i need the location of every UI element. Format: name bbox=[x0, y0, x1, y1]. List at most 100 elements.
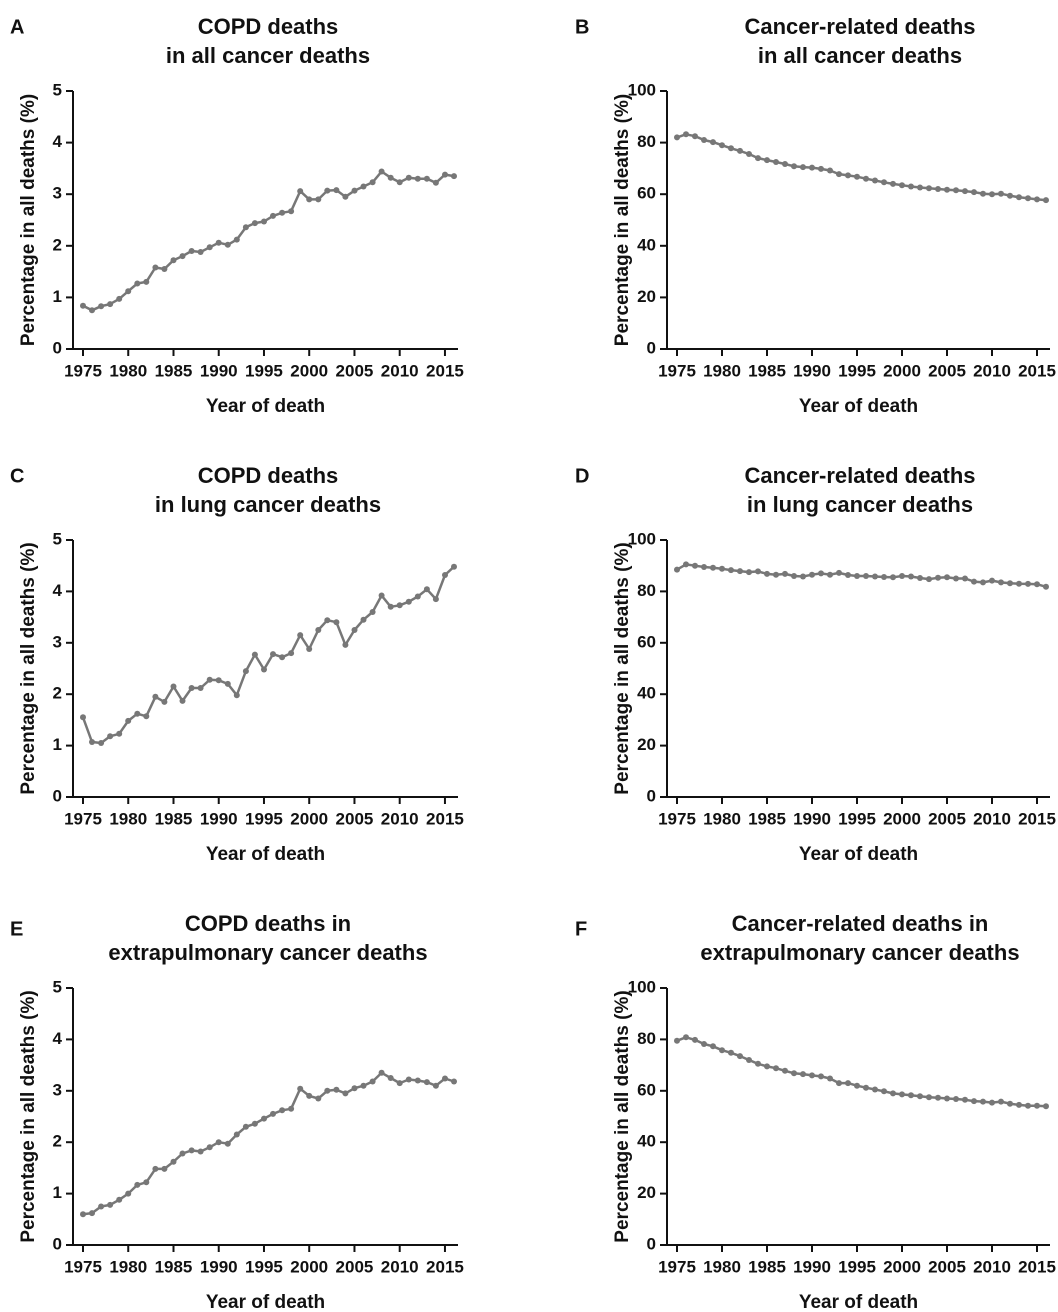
data-point bbox=[836, 171, 842, 178]
data-point bbox=[989, 1099, 995, 1106]
data-point bbox=[378, 1069, 385, 1076]
y-tick-label: 5 bbox=[53, 529, 62, 548]
data-point bbox=[405, 598, 412, 605]
x-tick-label: 2010 bbox=[973, 361, 1011, 380]
y-tick-label: 20 bbox=[637, 1183, 656, 1202]
data-point bbox=[306, 646, 313, 652]
x-tick-label: 1975 bbox=[64, 1257, 102, 1276]
data-point bbox=[206, 676, 213, 683]
y-tick-label: 2 bbox=[53, 684, 62, 703]
x-tick-label: 1990 bbox=[793, 809, 831, 828]
x-axis-label: Year of death bbox=[799, 1292, 918, 1312]
data-point bbox=[935, 574, 941, 581]
data-point bbox=[451, 1078, 457, 1085]
data-point bbox=[773, 1065, 779, 1072]
data-point bbox=[827, 167, 833, 174]
chart-title-line: in all cancer deaths bbox=[758, 43, 962, 68]
x-tick-label: 1975 bbox=[658, 809, 696, 828]
data-point bbox=[188, 1147, 195, 1154]
data-point bbox=[116, 1196, 123, 1203]
data-point bbox=[836, 569, 842, 576]
data-point bbox=[360, 183, 367, 190]
x-tick-label: 1995 bbox=[838, 809, 876, 828]
data-point bbox=[134, 280, 141, 287]
data-point bbox=[414, 175, 421, 182]
data-point bbox=[80, 714, 86, 721]
x-tick-label: 1995 bbox=[245, 809, 283, 828]
data-point bbox=[288, 1105, 295, 1112]
y-tick-label: 0 bbox=[647, 338, 656, 357]
series-line bbox=[82, 170, 455, 312]
series-line bbox=[82, 1071, 455, 1216]
data-point bbox=[442, 1075, 448, 1082]
data-point bbox=[701, 564, 707, 570]
y-tick-label: 4 bbox=[53, 581, 63, 600]
data-point bbox=[809, 164, 815, 171]
data-point bbox=[782, 161, 788, 167]
data-point bbox=[728, 145, 734, 152]
panel-letter: D bbox=[575, 465, 589, 487]
data-point bbox=[845, 172, 851, 179]
data-point bbox=[152, 693, 159, 700]
data-point bbox=[683, 561, 689, 568]
data-point bbox=[1034, 1102, 1040, 1109]
data-point bbox=[261, 1115, 267, 1122]
x-tick-label: 2015 bbox=[1018, 1257, 1056, 1276]
data-point bbox=[98, 1203, 105, 1210]
x-tick-label: 2005 bbox=[336, 361, 374, 380]
data-point bbox=[125, 717, 132, 724]
data-point bbox=[908, 183, 914, 190]
data-point bbox=[107, 733, 114, 740]
data-point bbox=[764, 1063, 770, 1070]
y-tick-label: 2 bbox=[53, 235, 62, 254]
data-point bbox=[800, 573, 806, 580]
panel-letter: A bbox=[10, 16, 24, 38]
data-point bbox=[944, 186, 950, 193]
data-point bbox=[1043, 1103, 1049, 1110]
data-point bbox=[989, 577, 995, 584]
y-tick-label: 0 bbox=[647, 786, 656, 805]
data-point bbox=[152, 1165, 159, 1172]
data-point bbox=[719, 565, 725, 572]
data-point bbox=[297, 632, 304, 639]
y-tick-label: 100 bbox=[628, 977, 656, 996]
x-tick-label: 2010 bbox=[381, 809, 419, 828]
y-tick-label: 0 bbox=[53, 338, 62, 357]
data-point bbox=[1016, 194, 1022, 201]
data-point bbox=[845, 1080, 851, 1087]
y-tick-label: 80 bbox=[637, 581, 656, 600]
y-tick-label: 40 bbox=[637, 1132, 656, 1151]
data-point bbox=[369, 1078, 376, 1085]
y-tick-label: 100 bbox=[628, 80, 656, 99]
x-tick-label: 2005 bbox=[928, 1257, 966, 1276]
data-point bbox=[233, 1131, 240, 1138]
data-point bbox=[764, 570, 770, 577]
data-point bbox=[728, 1049, 734, 1056]
data-point bbox=[971, 578, 977, 585]
data-point bbox=[405, 174, 412, 181]
data-point bbox=[451, 173, 457, 180]
x-tick-label: 1985 bbox=[748, 1257, 786, 1276]
data-point bbox=[116, 730, 123, 737]
data-point bbox=[737, 1053, 743, 1060]
data-point bbox=[890, 180, 896, 187]
data-point bbox=[242, 668, 249, 675]
data-point bbox=[369, 179, 376, 186]
x-tick-label: 1990 bbox=[793, 1257, 831, 1276]
x-tick-label: 1980 bbox=[109, 1257, 147, 1276]
data-point bbox=[674, 1037, 680, 1044]
data-point bbox=[1034, 581, 1040, 588]
data-point bbox=[773, 571, 779, 578]
data-point bbox=[342, 641, 349, 648]
data-point bbox=[378, 168, 385, 175]
data-point bbox=[423, 175, 430, 182]
x-tick-label: 2005 bbox=[928, 809, 966, 828]
data-point bbox=[674, 134, 680, 141]
y-tick-label: 20 bbox=[637, 735, 656, 754]
data-point bbox=[251, 651, 258, 658]
panel-letter: C bbox=[10, 465, 24, 487]
x-tick-label: 2015 bbox=[426, 809, 464, 828]
x-tick-label: 2005 bbox=[336, 1257, 374, 1276]
data-point bbox=[279, 1107, 286, 1114]
x-tick-label: 1980 bbox=[703, 361, 741, 380]
